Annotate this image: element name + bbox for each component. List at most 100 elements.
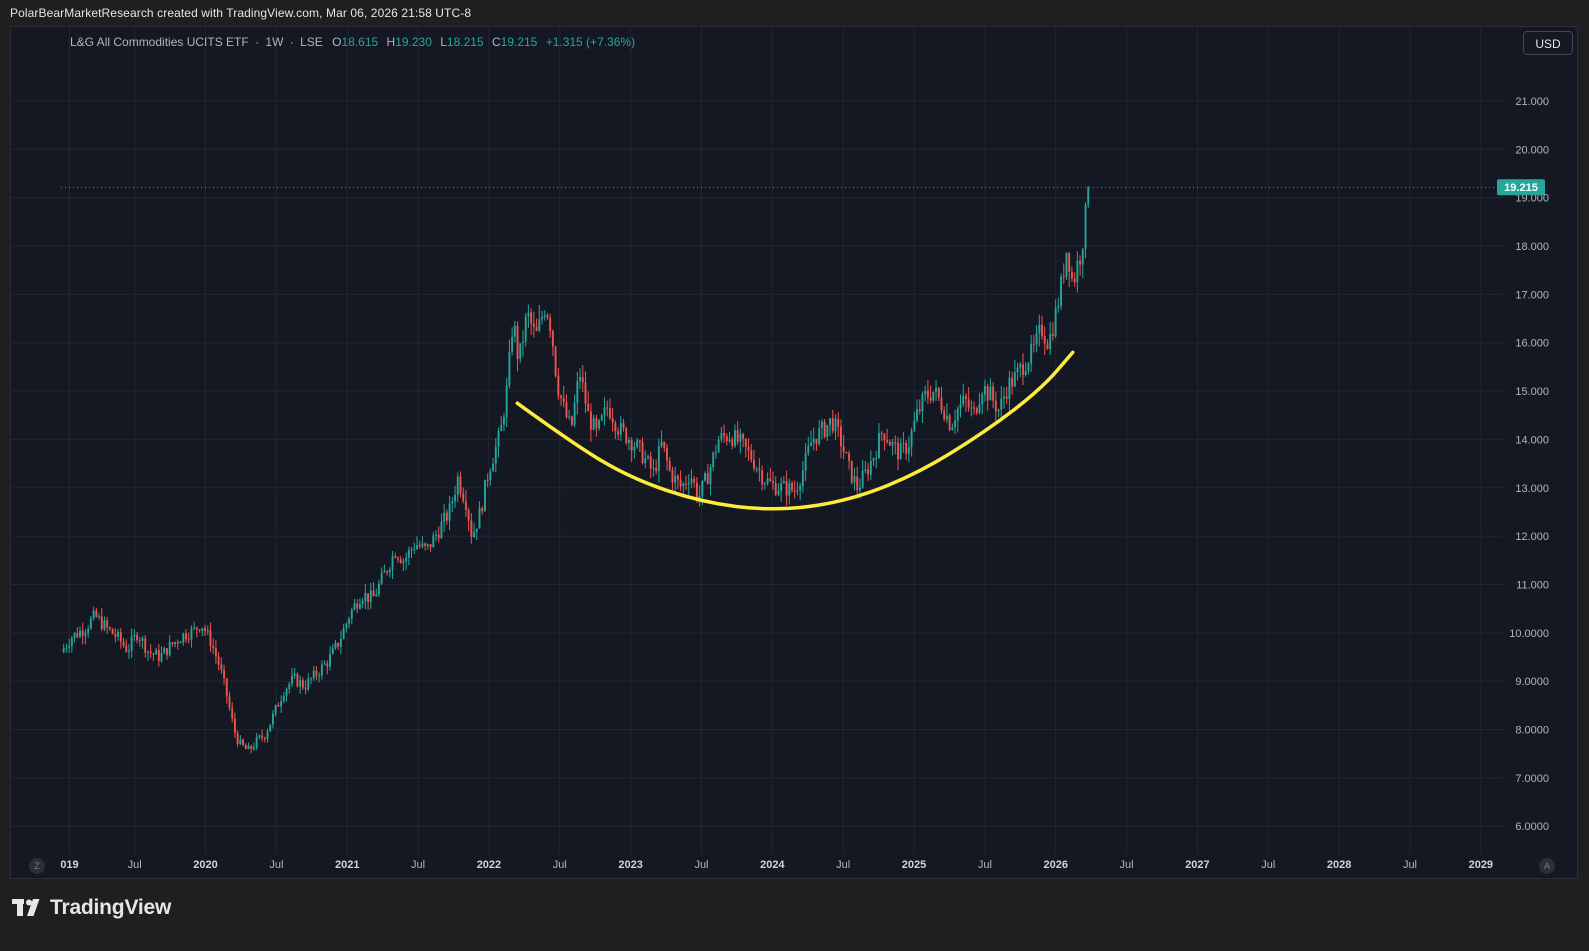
candle-body: [899, 443, 902, 460]
candle-body: [369, 590, 372, 602]
candle-body: [652, 467, 655, 469]
candle-body: [1016, 367, 1019, 373]
candle-body: [272, 713, 274, 725]
candle-body: [228, 696, 231, 708]
candle-body: [853, 476, 856, 483]
y-tick-label: 16.000: [1515, 338, 1549, 350]
candle-body: [655, 467, 658, 472]
symbol-name[interactable]: L&G All Commodities UCITS ETF: [70, 35, 249, 49]
candle-body: [98, 616, 100, 618]
candle-body: [81, 630, 84, 636]
candle-body: [266, 731, 269, 740]
candle-body: [894, 442, 897, 444]
candle-body: [451, 501, 454, 504]
candle-body: [1035, 332, 1038, 345]
candle-body: [492, 463, 495, 472]
candle-body: [954, 420, 957, 428]
candle-body: [277, 705, 280, 707]
candle-body: [666, 447, 668, 461]
price-chart[interactable]: 6.0000 7.0000 8.0000 9.0000 10.0000 11.000 12.…: [11, 27, 1577, 878]
candle-body: [573, 403, 576, 425]
candle-body: [785, 480, 788, 496]
candle-body: [299, 680, 302, 687]
x-tick-label: 2022: [477, 859, 501, 871]
candle-body: [543, 315, 546, 318]
candle-body: [608, 408, 611, 419]
candle-body: [443, 512, 446, 522]
candle-body: [193, 627, 196, 629]
candle-body: [872, 458, 875, 462]
candle-body: [619, 423, 622, 435]
candle-body: [826, 424, 829, 437]
candle-body: [948, 415, 951, 430]
candle-body: [535, 326, 538, 331]
candle-body: [155, 650, 158, 655]
y-tick-label: 19.000: [1515, 193, 1549, 205]
candle-body: [391, 556, 394, 570]
x-tick-label: 2028: [1327, 859, 1351, 871]
candle-body: [70, 638, 73, 647]
candle-body: [320, 664, 323, 676]
candle-body: [861, 470, 864, 488]
y-tick-label: 17.000: [1515, 289, 1549, 301]
candle-body: [397, 557, 399, 560]
candle-body: [541, 317, 543, 320]
x-tick-label: Jul: [128, 859, 142, 871]
candle-body: [513, 325, 516, 337]
candle-body: [130, 636, 133, 651]
candle-body: [736, 429, 739, 442]
y-tick-label: 7.0000: [1515, 773, 1549, 785]
candle-body: [869, 461, 872, 475]
candle-body: [774, 483, 777, 495]
candle-body: [247, 745, 250, 750]
candle-body: [212, 646, 215, 649]
x-tick-label: Jul: [553, 859, 567, 871]
candle-body: [380, 573, 383, 584]
candle-body: [769, 478, 772, 481]
candle-body: [717, 439, 720, 453]
candle-body: [921, 394, 924, 412]
candle-body: [87, 628, 90, 633]
candle-body: [426, 544, 429, 546]
candle-body: [160, 653, 163, 662]
candle-body: [837, 418, 840, 427]
x-tick-label: 2023: [618, 859, 642, 871]
candle-body: [579, 377, 581, 382]
candle-body: [649, 456, 652, 469]
candle-body: [394, 556, 397, 558]
candle-body: [242, 739, 245, 746]
candle-body: [233, 718, 236, 733]
time-zoom-button[interactable]: Z: [29, 858, 45, 874]
y-tick-label: 9.0000: [1515, 676, 1549, 688]
chart-panel[interactable]: 6.0000 7.0000 8.0000 9.0000 10.0000 11.000 12.…: [10, 26, 1578, 879]
candle-body: [1038, 324, 1041, 333]
close-label: C: [491, 35, 501, 49]
candle-body: [698, 495, 701, 499]
candle-body: [127, 650, 130, 652]
candle-body: [508, 351, 511, 386]
candle-body: [978, 404, 981, 413]
candle-body: [171, 642, 174, 645]
candle-body: [633, 447, 636, 451]
currency-button[interactable]: USD: [1523, 31, 1573, 55]
candle-body: [744, 438, 747, 447]
candle-body: [850, 460, 853, 483]
y-tick-label: 6.0000: [1515, 821, 1549, 833]
candle-body: [421, 543, 424, 547]
candle-body: [842, 446, 845, 453]
tradingview-brand[interactable]: TradingView: [12, 896, 171, 920]
candle-body: [1070, 271, 1073, 279]
candle-body: [519, 343, 522, 359]
candle-body: [1019, 364, 1022, 368]
candle-body: [910, 430, 913, 448]
interval-label[interactable]: 1W: [265, 35, 284, 49]
candle-body: [628, 439, 630, 444]
candle-body: [657, 446, 660, 472]
candle-body: [239, 739, 242, 745]
candle-body: [244, 745, 247, 750]
auto-scale-button[interactable]: A: [1539, 858, 1555, 874]
candle-body: [937, 387, 940, 398]
candle-body: [511, 336, 514, 352]
candle-body: [386, 571, 389, 573]
candle-body: [674, 475, 677, 483]
